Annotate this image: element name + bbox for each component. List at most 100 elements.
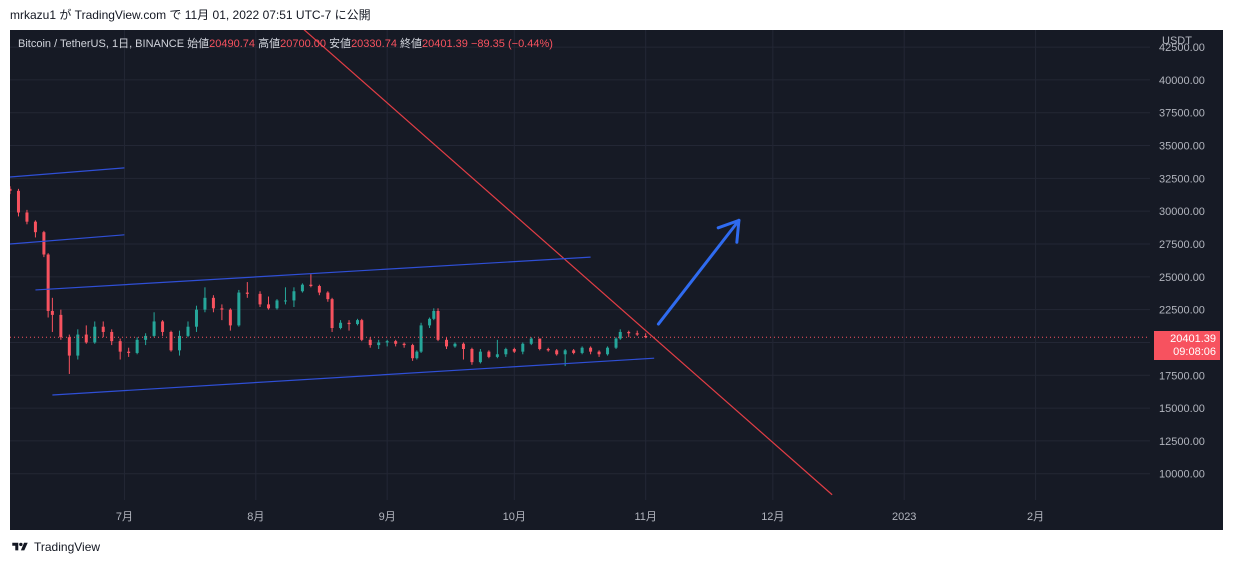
change-value: −89.35 (−0.44%): [470, 38, 553, 50]
candle-body: [521, 343, 525, 352]
candle: [84, 325, 88, 344]
x-tick-label: 9月: [379, 511, 396, 523]
candle-body: [127, 351, 131, 353]
candle-body: [419, 325, 423, 352]
candle: [415, 350, 419, 360]
candle-body: [356, 320, 360, 325]
candle-body: [330, 299, 334, 329]
x-tick-label: 10月: [503, 511, 526, 523]
candle-body: [512, 349, 516, 352]
candle-body: [245, 292, 249, 294]
channel-line[interactable]: [10, 234, 125, 245]
candle: [67, 334, 71, 374]
channel-line[interactable]: [35, 256, 591, 291]
candle-body: [300, 284, 304, 292]
currency-label: USDT: [1162, 35, 1192, 47]
candle-body: [445, 339, 449, 347]
candle-body: [220, 308, 224, 310]
candle: [194, 305, 198, 332]
y-tick-label: 15000.00: [1159, 403, 1205, 415]
low-value: 20330.74: [351, 38, 397, 50]
candle-body: [267, 304, 271, 309]
footer-branding[interactable]: TradingView: [10, 540, 100, 554]
candle: [135, 337, 139, 355]
channel-line[interactable]: [52, 357, 655, 396]
candle-body: [368, 339, 372, 346]
candle: [487, 350, 491, 359]
candle: [46, 253, 50, 318]
candle-body: [152, 321, 156, 336]
chart-panel[interactable]: 42500.00 40000.00 37500.00 35000.00 32500.00…: [10, 30, 1223, 530]
candle: [258, 291, 262, 308]
candle-body: [169, 331, 173, 351]
candle-body: [16, 190, 20, 213]
y-tick-label: 25000.00: [1159, 272, 1205, 284]
price-axis[interactable]: 42500.00 40000.00 37500.00 35000.00 32500.00…: [1159, 35, 1205, 481]
tradingview-logo-icon: [12, 542, 28, 551]
candle-body: [144, 335, 148, 340]
candle-body: [228, 309, 232, 326]
candle-body: [93, 326, 97, 343]
candle-body: [589, 347, 593, 352]
candlestick-chart[interactable]: 42500.00 40000.00 37500.00 35000.00 32500.00…: [10, 30, 1223, 530]
candle: [33, 220, 37, 238]
last-price-badge: 20401.39 09:08:06: [1154, 331, 1220, 361]
candle-body: [186, 326, 190, 336]
candle-body: [110, 331, 114, 342]
candle: [127, 347, 131, 357]
descending-trendline[interactable]: [294, 30, 833, 496]
y-tick-label: 27500.00: [1159, 239, 1205, 251]
y-tick-label: 32500.00: [1159, 173, 1205, 185]
candle: [339, 320, 343, 330]
candle: [495, 339, 499, 359]
candle: [59, 309, 63, 340]
x-tick-label: 12月: [761, 511, 784, 523]
candle: [283, 287, 287, 305]
candle: [644, 333, 648, 339]
candle: [618, 329, 622, 340]
candle: [377, 339, 381, 350]
y-tick-label: 35000.00: [1159, 141, 1205, 153]
drawings[interactable]: [10, 30, 1150, 496]
time-axis[interactable]: 7月 8月 9月 10月 11月 12月 2023 2月: [116, 511, 1044, 523]
candle: [50, 297, 54, 332]
candle-body: [309, 284, 313, 287]
candle: [432, 308, 436, 321]
y-tick-label: 12500.00: [1159, 436, 1205, 448]
candle-body: [283, 300, 287, 302]
candle-body: [326, 292, 330, 300]
open-value: 20490.74: [209, 38, 256, 50]
candle: [470, 347, 474, 365]
candle-body: [59, 314, 63, 338]
candle-body: [84, 334, 88, 343]
forecast-arrow[interactable]: [656, 218, 741, 326]
candle-body: [644, 336, 648, 338]
candle-body: [101, 326, 105, 332]
candle: [16, 188, 20, 217]
candle-body: [580, 347, 584, 353]
arrow-head: [735, 218, 741, 244]
candle-body: [563, 350, 567, 355]
candle: [555, 349, 559, 356]
close-label: 終値: [400, 38, 423, 50]
candle-body: [487, 351, 491, 357]
candle: [597, 350, 601, 357]
candle-body: [203, 297, 207, 310]
candle: [300, 283, 304, 293]
candle: [220, 304, 224, 321]
candle-body: [470, 349, 474, 363]
candle: [428, 317, 432, 329]
candle: [580, 346, 584, 355]
symbol-name: Bitcoin / TetherUS, 1日, BINANCE: [18, 38, 185, 50]
candle-body: [347, 322, 351, 325]
candle-body: [504, 349, 508, 355]
candle: [25, 209, 29, 225]
candle: [368, 337, 372, 348]
candle: [309, 274, 313, 288]
y-tick-label: 22500.00: [1159, 305, 1205, 317]
candle-body: [428, 318, 432, 326]
candle-body: [453, 343, 457, 347]
candle: [385, 339, 389, 347]
candle-body: [42, 232, 46, 255]
channel-line[interactable]: [10, 167, 125, 178]
